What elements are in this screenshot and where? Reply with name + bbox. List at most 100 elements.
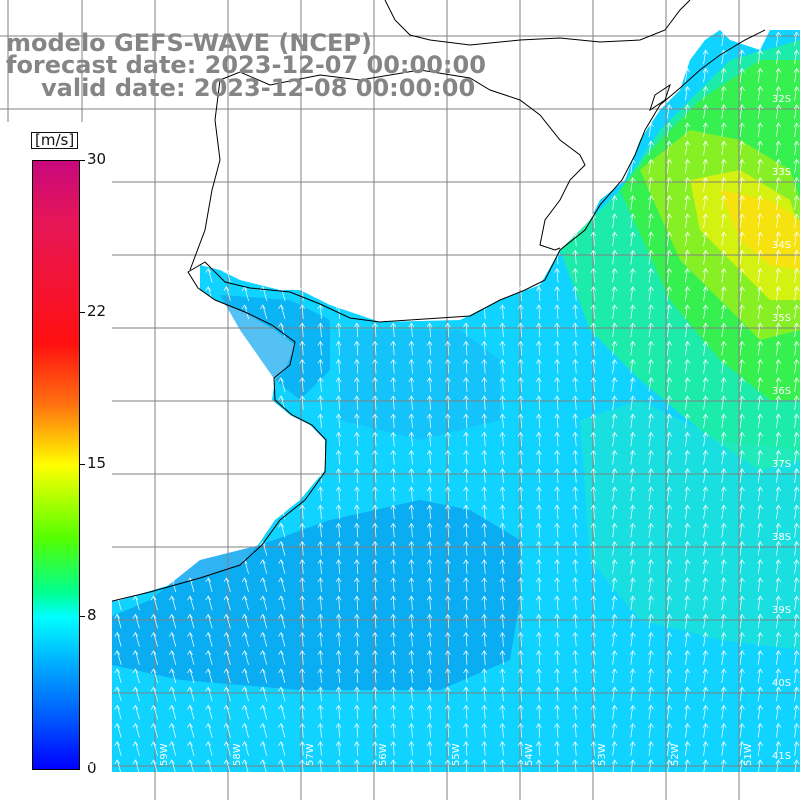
wind-arrow: [684, 650, 691, 665]
wind-arrow: [408, 413, 415, 429]
wind-arrow: [721, 631, 727, 647]
wind-arrow: [684, 286, 691, 301]
wind-arrow: [445, 577, 451, 593]
wind-arrow: [463, 449, 469, 465]
wind-arrow: [463, 377, 469, 392]
wind-arrow: [517, 377, 524, 392]
wind-arrow: [702, 213, 709, 229]
wind-arrow: [739, 504, 745, 520]
wind-arrow: [666, 650, 672, 665]
wind-arrow: [536, 522, 542, 538]
wind-arrow: [463, 577, 469, 593]
wind-arrow: [793, 559, 800, 574]
wind-arrow: [630, 304, 636, 320]
wind-arrow: [517, 650, 524, 665]
wind-arrow: [793, 722, 800, 738]
wind-arrow: [445, 486, 451, 502]
wind-arrow: [335, 704, 342, 720]
wind-arrow: [426, 613, 433, 629]
wind-arrow: [666, 249, 672, 265]
wind-arrow: [554, 759, 560, 775]
wind-arrow: [390, 504, 396, 520]
longitude-label: 54W: [524, 743, 535, 766]
wind-arrow: [205, 631, 213, 647]
wind-arrow: [775, 322, 782, 338]
wind-arrow: [648, 577, 654, 593]
wind-arrow: [299, 650, 305, 665]
wind-arrow: [702, 104, 709, 119]
wind-arrow: [648, 631, 654, 647]
wind-arrow: [739, 650, 745, 665]
wind-arrow: [536, 686, 542, 702]
colorbar-tick-30: 30: [87, 150, 107, 168]
wind-arrow: [481, 431, 487, 447]
wind-arrow: [775, 377, 782, 392]
wind-arrow: [517, 468, 524, 483]
wind-arrow: [554, 449, 560, 465]
wind-arrow: [684, 358, 691, 374]
wind-arrow: [169, 686, 177, 702]
wind-arrow: [630, 650, 636, 665]
wind-arrow: [630, 686, 636, 702]
wind-arrow: [775, 104, 782, 119]
wind-arrow: [793, 413, 800, 429]
wind-arrow: [481, 559, 487, 574]
wind-arrow: [648, 286, 654, 301]
wind-arrow: [517, 613, 524, 629]
wind-arrow: [426, 340, 433, 356]
wind-arrow: [445, 704, 451, 720]
wind-arrow: [721, 286, 727, 301]
wind-arrow: [390, 631, 396, 647]
wind-arrow: [590, 577, 597, 593]
wind-arrow: [278, 613, 286, 629]
coastline: [0, 29, 766, 613]
wind-arrow: [611, 704, 618, 720]
wind-arrow: [426, 577, 433, 593]
wind-arrow: [205, 741, 213, 756]
wind-arrow: [684, 140, 691, 156]
latitude-label: 38S: [772, 532, 792, 543]
wind-arrow: [554, 413, 560, 429]
wind-arrow: [114, 704, 122, 720]
wind-arrow: [408, 668, 415, 684]
wind-arrow: [757, 122, 763, 138]
wind-arrow: [775, 85, 782, 101]
wind-arrow: [335, 650, 342, 665]
wind-arrow: [260, 559, 268, 574]
wind-arrow: [536, 540, 542, 556]
wind-arrow: [317, 559, 324, 574]
wind-arrow: [372, 322, 378, 338]
wind-arrow: [187, 704, 195, 720]
wind-arrow: [666, 358, 672, 374]
wind-arrow: [260, 704, 268, 720]
wind-arrow: [169, 668, 177, 684]
wind-arrow: [481, 577, 487, 593]
wind-arrow: [335, 504, 342, 520]
colorbar-tick-mark: [79, 464, 85, 465]
wind-arrow: [317, 358, 324, 374]
wind-arrow: [666, 122, 672, 138]
wind-arrow: [684, 413, 691, 429]
wind-arrow: [648, 267, 654, 283]
wind-arrow: [132, 704, 140, 720]
wind-arrow: [354, 449, 360, 465]
wind-arrow: [757, 49, 763, 65]
wind-arrow: [611, 340, 618, 356]
wind-arrow: [739, 759, 745, 775]
wind-arrow: [757, 486, 763, 502]
wind-arrow: [739, 613, 745, 629]
wind-arrow: [517, 595, 524, 611]
wind-arrow: [354, 468, 360, 483]
wind-arrow: [445, 358, 451, 374]
wind-arrow: [426, 449, 433, 465]
wind-arrow: [335, 759, 342, 775]
wind-arrow: [132, 613, 140, 629]
wind-arrow: [335, 377, 342, 392]
wind-arrow: [554, 540, 560, 556]
wind-arrow: [554, 267, 560, 283]
wind-arrow: [648, 668, 654, 684]
wind-arrow: [666, 395, 672, 411]
wind-arrow: [630, 377, 636, 392]
wind-arrow: [757, 176, 763, 192]
wind-arrow: [721, 559, 727, 574]
